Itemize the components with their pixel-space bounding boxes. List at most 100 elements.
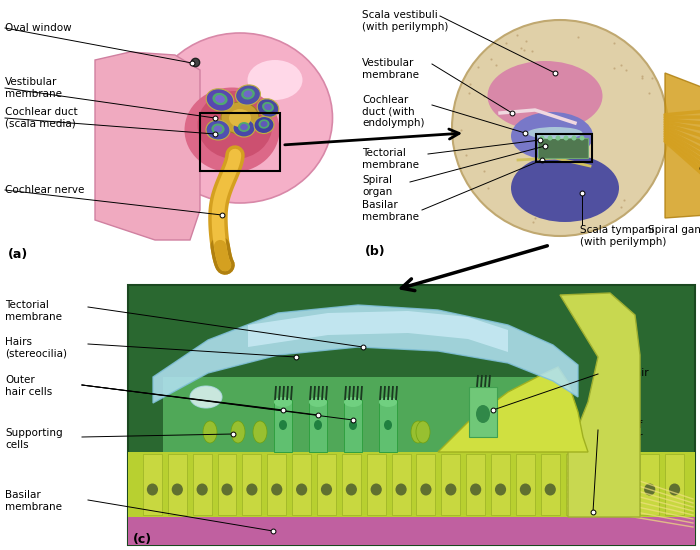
Ellipse shape <box>580 135 584 140</box>
Ellipse shape <box>379 397 397 407</box>
Ellipse shape <box>411 421 425 443</box>
Text: Spiral ganglion: Spiral ganglion <box>648 225 700 235</box>
Bar <box>566 454 584 515</box>
Bar <box>344 400 362 452</box>
Ellipse shape <box>520 483 531 496</box>
Ellipse shape <box>644 483 655 496</box>
Bar <box>491 454 510 515</box>
Ellipse shape <box>206 89 234 111</box>
Ellipse shape <box>253 421 267 443</box>
Ellipse shape <box>279 420 287 430</box>
Bar <box>242 454 261 515</box>
Text: Fibers of
cochlear
nerve: Fibers of cochlear nerve <box>598 420 643 453</box>
Ellipse shape <box>244 90 253 97</box>
Bar <box>128 285 695 545</box>
Ellipse shape <box>221 483 232 496</box>
Ellipse shape <box>221 102 259 134</box>
Ellipse shape <box>214 125 222 133</box>
Circle shape <box>452 20 668 236</box>
Ellipse shape <box>258 119 270 129</box>
Bar <box>342 454 360 515</box>
Ellipse shape <box>254 117 274 134</box>
Ellipse shape <box>238 122 250 132</box>
Polygon shape <box>153 305 578 403</box>
Ellipse shape <box>231 421 245 443</box>
Bar <box>591 454 610 515</box>
Text: Supporting
cells: Supporting cells <box>5 428 62 449</box>
Bar <box>379 400 397 452</box>
Ellipse shape <box>571 135 577 140</box>
Text: Outer
hair cells: Outer hair cells <box>5 375 52 397</box>
Text: Cochlear duct
(scala media): Cochlear duct (scala media) <box>5 107 78 129</box>
Ellipse shape <box>197 483 208 496</box>
Bar <box>163 377 548 452</box>
Ellipse shape <box>233 119 255 137</box>
Ellipse shape <box>545 483 556 496</box>
Ellipse shape <box>540 135 545 140</box>
Polygon shape <box>560 293 640 517</box>
Ellipse shape <box>248 60 302 100</box>
Text: Scala vestibuli
(with perilymph): Scala vestibuli (with perilymph) <box>362 10 449 31</box>
Ellipse shape <box>215 95 225 103</box>
Bar <box>128 452 695 517</box>
Bar <box>391 454 410 515</box>
Text: (b): (b) <box>365 245 386 258</box>
Ellipse shape <box>309 397 327 407</box>
Bar <box>292 454 311 515</box>
Bar <box>274 400 292 452</box>
Ellipse shape <box>476 405 490 423</box>
Ellipse shape <box>274 397 292 407</box>
Ellipse shape <box>346 483 357 496</box>
Ellipse shape <box>260 121 267 127</box>
Bar <box>143 454 162 515</box>
Ellipse shape <box>321 483 332 496</box>
Text: Cochlear
duct (with
endolymph): Cochlear duct (with endolymph) <box>362 95 424 128</box>
Ellipse shape <box>570 483 581 496</box>
Ellipse shape <box>669 483 680 496</box>
Ellipse shape <box>556 135 561 140</box>
Text: Cochlear nerve: Cochlear nerve <box>5 185 85 195</box>
Bar <box>128 517 695 545</box>
Ellipse shape <box>190 386 222 408</box>
Ellipse shape <box>314 420 322 430</box>
Ellipse shape <box>262 102 274 112</box>
Bar <box>541 454 560 515</box>
Bar <box>317 454 336 515</box>
Ellipse shape <box>344 397 362 407</box>
Polygon shape <box>95 52 200 240</box>
Bar <box>367 454 386 515</box>
Bar <box>538 138 588 158</box>
Text: Scala tympani
(with perilymph): Scala tympani (with perilymph) <box>580 225 666 246</box>
Ellipse shape <box>395 483 407 496</box>
Bar <box>466 454 485 515</box>
Ellipse shape <box>148 33 332 203</box>
Text: Spiral
organ: Spiral organ <box>362 175 392 196</box>
Ellipse shape <box>206 120 230 140</box>
Bar <box>536 134 592 162</box>
Ellipse shape <box>528 127 582 139</box>
Bar <box>168 454 187 515</box>
Ellipse shape <box>547 135 552 140</box>
Bar <box>516 454 535 515</box>
Bar <box>218 454 237 515</box>
Bar <box>640 454 659 515</box>
Bar <box>267 454 286 515</box>
Ellipse shape <box>172 483 183 496</box>
Ellipse shape <box>495 483 506 496</box>
Ellipse shape <box>246 483 258 496</box>
Text: Vestibular
membrane: Vestibular membrane <box>5 77 62 99</box>
Ellipse shape <box>620 483 631 496</box>
Ellipse shape <box>240 124 248 130</box>
Ellipse shape <box>487 61 603 131</box>
Text: Oval window: Oval window <box>5 23 71 33</box>
Ellipse shape <box>594 483 606 496</box>
Polygon shape <box>665 73 700 218</box>
Text: Tectorial
membrane: Tectorial membrane <box>5 300 62 322</box>
Text: Inner hair
cell: Inner hair cell <box>598 368 649 389</box>
Polygon shape <box>248 311 508 352</box>
Ellipse shape <box>229 109 251 127</box>
Ellipse shape <box>241 89 255 100</box>
Bar <box>309 400 327 452</box>
Ellipse shape <box>197 91 272 159</box>
Bar <box>200 113 280 171</box>
